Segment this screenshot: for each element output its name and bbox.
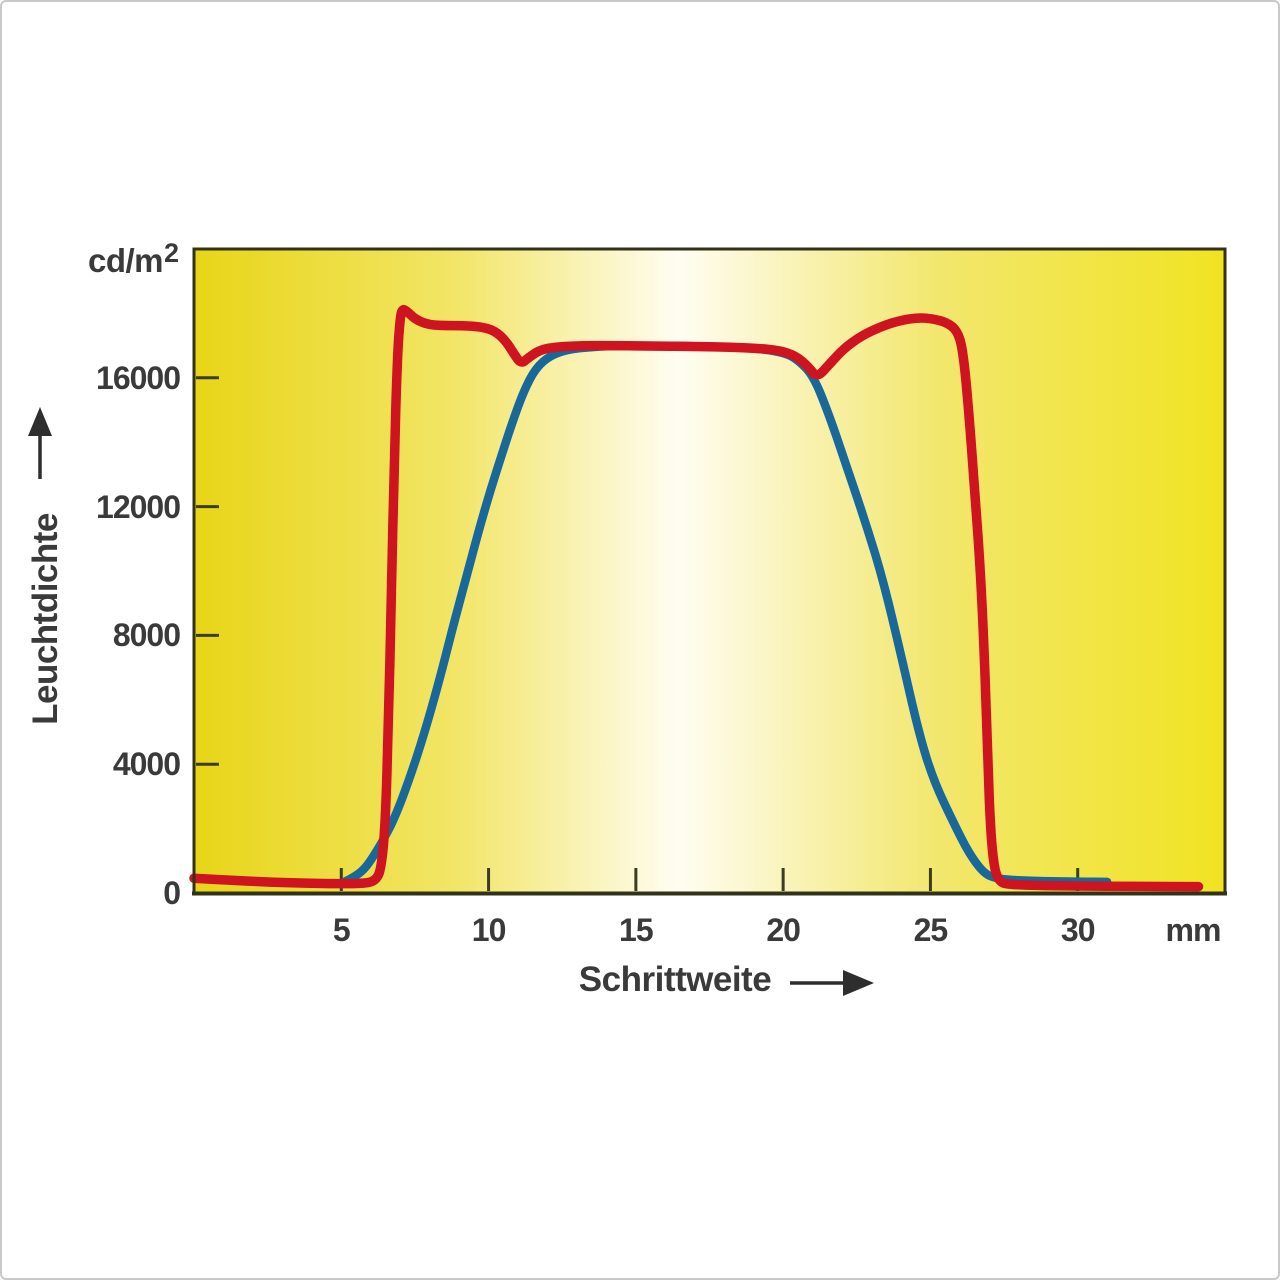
x-tick-label: 5 xyxy=(332,912,351,948)
y-axis-unit-label: cd/m2 xyxy=(88,236,179,280)
plot-background xyxy=(194,249,1225,893)
y-tick-label: 8000 xyxy=(112,617,181,654)
y-axis-arrowhead-icon xyxy=(28,407,52,436)
y-tick-label: 4000 xyxy=(112,746,181,783)
x-tick-label: 30 xyxy=(1060,912,1096,948)
x-tick-label: 25 xyxy=(913,912,949,948)
axis-arrows xyxy=(28,407,874,996)
x-tick-label: 20 xyxy=(766,912,801,948)
y-unit-text: cd/m xyxy=(88,242,164,279)
x-axis-arrowhead-icon xyxy=(843,970,874,996)
x-axis-unit-label: mm xyxy=(1165,912,1222,948)
y-unit-superscript: 2 xyxy=(164,238,179,268)
red-curve xyxy=(189,305,1204,892)
y-tick-label: 16000 xyxy=(96,359,181,396)
y-tick-label: 12000 xyxy=(96,488,181,525)
x-axis-title: Schrittweite xyxy=(578,960,772,999)
x-tick-label: 10 xyxy=(471,912,507,948)
x-tick-label: 15 xyxy=(619,912,654,948)
y-tick-label: 0 xyxy=(163,875,181,911)
